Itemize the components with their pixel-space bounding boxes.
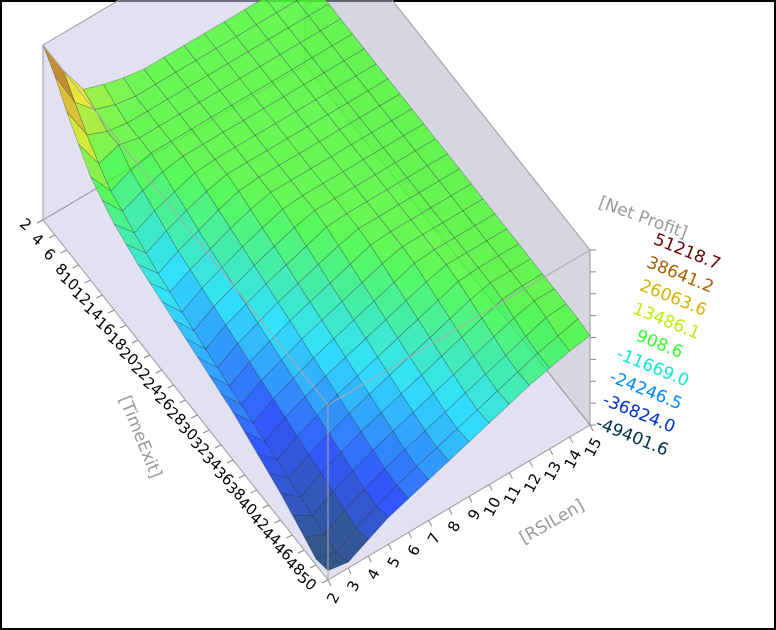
y-tick [298, 549, 305, 554]
front-edges [42, 44, 591, 580]
surface-cell [295, 0, 299, 2]
box-edge [42, 44, 329, 406]
x-tick [367, 555, 372, 563]
y-tick [321, 579, 329, 584]
x-tick [529, 460, 533, 467]
y-tick [108, 309, 115, 314]
y-tick [143, 354, 151, 359]
y-tick [250, 489, 257, 494]
y-tick [226, 459, 234, 464]
y-tick [96, 294, 103, 299]
y-tick [60, 249, 67, 254]
y-tick [167, 384, 174, 389]
x-tick [589, 424, 594, 432]
x-tick [508, 472, 513, 479]
y-tick [36, 219, 44, 224]
x-tick [468, 496, 473, 503]
y-tick [238, 474, 246, 479]
y-tick [286, 534, 293, 539]
x-tick [569, 436, 574, 444]
y-tick [309, 564, 317, 569]
x-tick [428, 520, 433, 527]
surface [42, 0, 591, 571]
y-tick [179, 399, 186, 404]
x-tick [488, 484, 493, 491]
surface-cell [557, 318, 591, 352]
y-tick [131, 339, 139, 344]
x-tick [549, 448, 554, 456]
x-tick [388, 544, 392, 551]
y-tick [274, 519, 281, 524]
box-edge [327, 249, 591, 406]
y-tick [262, 504, 269, 509]
y-tick [155, 369, 162, 374]
y-tick [48, 234, 56, 239]
y-tick [214, 444, 222, 449]
y-tick [72, 264, 79, 269]
x-tick [408, 532, 413, 539]
y-tick [119, 324, 127, 329]
y-tick [203, 429, 210, 434]
y-tick [84, 279, 91, 284]
y-tick [191, 414, 198, 419]
x-tick [327, 579, 332, 587]
x-tick [347, 567, 352, 575]
x-tick [448, 508, 453, 515]
